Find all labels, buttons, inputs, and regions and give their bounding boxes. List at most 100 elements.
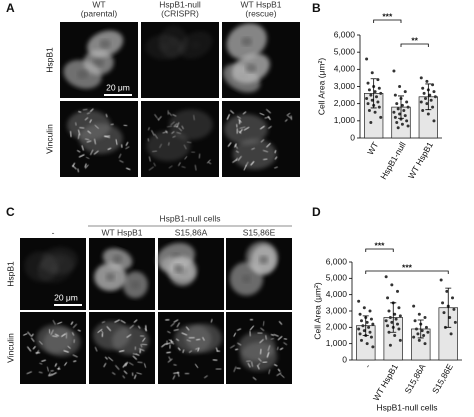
adhesion bbox=[265, 335, 267, 340]
data-point bbox=[398, 314, 402, 318]
adhesion bbox=[191, 151, 196, 153]
adhesion bbox=[85, 156, 90, 160]
nucleus bbox=[190, 40, 202, 50]
data-point bbox=[397, 327, 401, 331]
data-point bbox=[400, 122, 404, 126]
data-point bbox=[365, 97, 369, 101]
adhesion bbox=[277, 368, 281, 372]
adhesion bbox=[30, 337, 35, 343]
adhesion bbox=[206, 159, 211, 164]
data-point bbox=[413, 319, 417, 323]
adhesion bbox=[148, 156, 151, 162]
data-point bbox=[387, 330, 391, 334]
data-point bbox=[426, 330, 430, 334]
adhesion bbox=[48, 329, 51, 334]
adhesion bbox=[78, 110, 82, 113]
adhesion bbox=[118, 153, 122, 159]
adhesion bbox=[188, 350, 193, 354]
data-point bbox=[445, 289, 449, 293]
adhesion bbox=[238, 130, 242, 134]
data-point bbox=[398, 338, 402, 342]
adhesion bbox=[171, 130, 175, 135]
adhesion bbox=[84, 163, 87, 168]
adhesion bbox=[186, 141, 192, 144]
adhesion bbox=[35, 352, 40, 354]
cell bbox=[169, 109, 213, 140]
adhesion bbox=[94, 124, 100, 130]
data-point bbox=[379, 91, 383, 95]
data-point bbox=[369, 335, 373, 339]
data-point bbox=[394, 317, 398, 321]
adhesion bbox=[132, 355, 138, 360]
adhesion bbox=[26, 346, 32, 352]
data-point bbox=[425, 79, 429, 83]
adhesion bbox=[234, 143, 237, 148]
nucleus bbox=[77, 69, 89, 79]
adhesion bbox=[279, 347, 284, 351]
adhesion bbox=[124, 361, 129, 367]
error-bar bbox=[390, 302, 397, 333]
x-tick-label: WT bbox=[365, 140, 380, 156]
data-point bbox=[412, 335, 416, 339]
adhesion bbox=[284, 118, 288, 122]
adhesion bbox=[250, 160, 255, 166]
data-point bbox=[366, 102, 370, 106]
adhesion bbox=[147, 127, 151, 131]
x-tick-label: S15,86A bbox=[402, 362, 427, 396]
x-tick-label: WT HspB1 bbox=[371, 362, 400, 403]
x-axis-label: HspB1-null cells bbox=[377, 402, 438, 412]
data-point bbox=[365, 342, 369, 346]
adhesion bbox=[286, 114, 292, 119]
data-point bbox=[439, 278, 443, 282]
column-header: - bbox=[52, 227, 55, 237]
adhesion bbox=[129, 324, 135, 329]
significance-label: *** bbox=[375, 240, 386, 250]
adhesion bbox=[170, 121, 175, 126]
adhesion bbox=[145, 325, 147, 331]
adhesion bbox=[125, 141, 129, 147]
data-point bbox=[406, 124, 410, 128]
adhesion bbox=[251, 147, 255, 150]
adhesion bbox=[170, 322, 175, 327]
column-header: (parental) bbox=[81, 8, 118, 18]
adhesion bbox=[125, 167, 131, 171]
adhesion bbox=[132, 353, 137, 356]
cell bbox=[232, 138, 277, 170]
adhesion bbox=[85, 138, 90, 141]
adhesion bbox=[185, 326, 190, 331]
adhesion bbox=[169, 344, 171, 349]
adhesion bbox=[273, 363, 278, 367]
adhesion bbox=[38, 340, 43, 345]
data-point bbox=[384, 319, 388, 323]
adhesion bbox=[67, 345, 71, 349]
adhesion bbox=[186, 339, 192, 342]
adhesion bbox=[183, 144, 187, 150]
nucleus bbox=[130, 280, 141, 290]
adhesion bbox=[283, 338, 288, 340]
adhesion bbox=[133, 374, 137, 380]
significance-bracket bbox=[373, 19, 402, 23]
adhesion bbox=[156, 117, 160, 122]
adhesion bbox=[141, 343, 148, 346]
adhesion bbox=[123, 124, 128, 127]
adhesion bbox=[77, 129, 81, 136]
adhesion bbox=[159, 143, 163, 149]
adhesion bbox=[184, 155, 188, 160]
data-point bbox=[358, 332, 362, 336]
data-point bbox=[376, 100, 380, 104]
cell bbox=[174, 324, 212, 354]
adhesion bbox=[101, 321, 106, 324]
data-point bbox=[377, 105, 381, 109]
row-label: HspB1 bbox=[5, 261, 15, 287]
adhesion bbox=[181, 125, 185, 130]
adhesion bbox=[181, 332, 188, 336]
nucleus bbox=[112, 254, 123, 264]
adhesion bbox=[52, 319, 56, 325]
y-tick-label: 1,000 bbox=[326, 338, 348, 348]
adhesion bbox=[71, 332, 75, 336]
adhesion bbox=[140, 344, 143, 348]
data-point bbox=[369, 317, 373, 321]
adhesion bbox=[176, 322, 181, 328]
adhesion bbox=[133, 319, 138, 323]
adhesion bbox=[84, 164, 89, 169]
